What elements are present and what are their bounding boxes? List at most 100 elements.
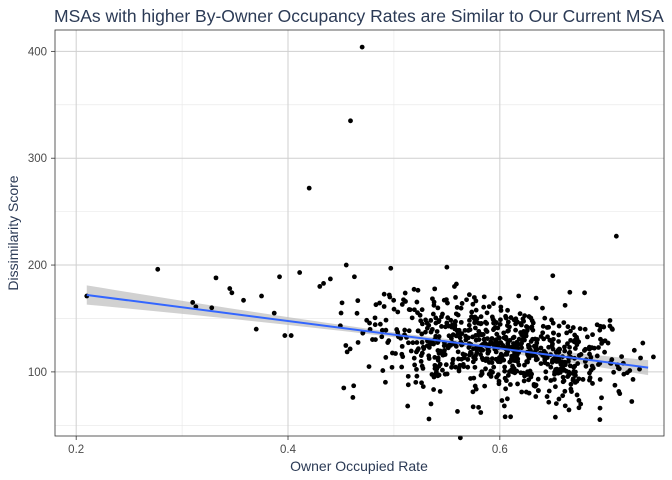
data-point [583, 346, 588, 352]
data-point [498, 304, 504, 310]
data-point [613, 233, 619, 239]
data-point [473, 298, 479, 304]
data-point [580, 377, 586, 382]
data-point [355, 298, 361, 304]
data-point [572, 346, 578, 351]
data-point [414, 373, 420, 379]
data-point [551, 358, 557, 364]
data-point [533, 394, 539, 399]
data-point [481, 304, 487, 310]
data-point [550, 320, 556, 326]
data-point [572, 380, 578, 385]
data-point [535, 376, 541, 382]
data-point [630, 377, 636, 382]
data-point [505, 372, 511, 378]
data-point [582, 326, 588, 332]
data-point [434, 329, 440, 334]
data-point [602, 338, 608, 344]
data-point [388, 265, 394, 271]
data-point [426, 345, 432, 350]
data-point [616, 389, 622, 394]
data-point [629, 399, 635, 404]
data-point [522, 362, 527, 368]
data-point [479, 355, 485, 361]
data-point [405, 403, 411, 409]
data-point [555, 347, 561, 353]
data-point [491, 327, 496, 333]
data-point [484, 310, 490, 316]
data-point [552, 414, 558, 420]
data-point [412, 362, 418, 368]
data-point [271, 310, 277, 316]
data-point [524, 324, 529, 329]
data-point [431, 374, 437, 380]
data-point [576, 353, 582, 358]
data-point [498, 308, 504, 313]
data-point [560, 379, 566, 385]
data-point [343, 343, 349, 348]
data-point [467, 327, 473, 333]
data-point [485, 350, 491, 356]
data-point [538, 345, 544, 351]
data-point [631, 347, 637, 353]
data-point [516, 362, 522, 368]
data-point [619, 354, 625, 360]
data-point [557, 369, 563, 375]
data-point [364, 317, 370, 323]
data-point [450, 356, 456, 362]
data-point [413, 379, 419, 385]
data-point [401, 297, 406, 303]
data-point [443, 362, 449, 368]
data-point [193, 304, 199, 310]
data-point [402, 327, 408, 333]
data-point [587, 351, 592, 357]
data-point [439, 324, 444, 329]
data-point [430, 311, 436, 317]
data-point [491, 301, 496, 306]
data-point [501, 403, 507, 409]
data-point [478, 410, 484, 415]
panel-border [54, 29, 665, 437]
data-point [327, 276, 333, 282]
data-point [560, 393, 566, 399]
data-point [321, 280, 326, 286]
y-axis-title: Dissimilarity Score [5, 175, 21, 290]
data-point [505, 307, 510, 313]
data-point [387, 294, 393, 300]
data-point [450, 332, 456, 338]
data-point [470, 389, 476, 395]
data-point [512, 358, 518, 363]
data-point [519, 340, 524, 346]
data-point [597, 405, 603, 411]
data-point [454, 327, 460, 333]
data-point [467, 317, 472, 323]
data-point [408, 348, 414, 354]
data-point [355, 340, 361, 345]
data-point [504, 396, 510, 402]
data-point [507, 338, 513, 343]
data-point [213, 275, 219, 281]
data-point [350, 395, 356, 400]
data-point [546, 399, 552, 405]
data-point [470, 301, 476, 307]
data-point [383, 327, 389, 333]
data-point [567, 349, 573, 355]
data-point [491, 364, 497, 370]
y-tick-label: 300 [28, 153, 47, 165]
data-point [640, 340, 646, 346]
data-point [530, 327, 536, 333]
data-point [470, 404, 476, 410]
data-point [474, 350, 480, 356]
data-point [566, 358, 571, 364]
data-point [504, 378, 509, 384]
data-point [571, 364, 577, 370]
data-point [511, 341, 516, 346]
data-point [469, 314, 474, 320]
data-point [512, 350, 517, 356]
data-point [440, 367, 445, 373]
data-point [530, 336, 535, 342]
data-point [450, 361, 455, 366]
data-point [638, 355, 643, 361]
data-point [472, 325, 478, 331]
data-point [406, 340, 411, 346]
